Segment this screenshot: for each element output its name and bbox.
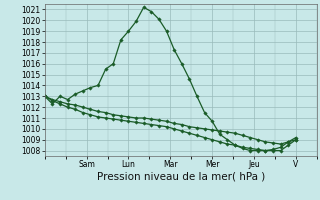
X-axis label: Pression niveau de la mer( hPa ): Pression niveau de la mer( hPa ): [97, 172, 265, 182]
